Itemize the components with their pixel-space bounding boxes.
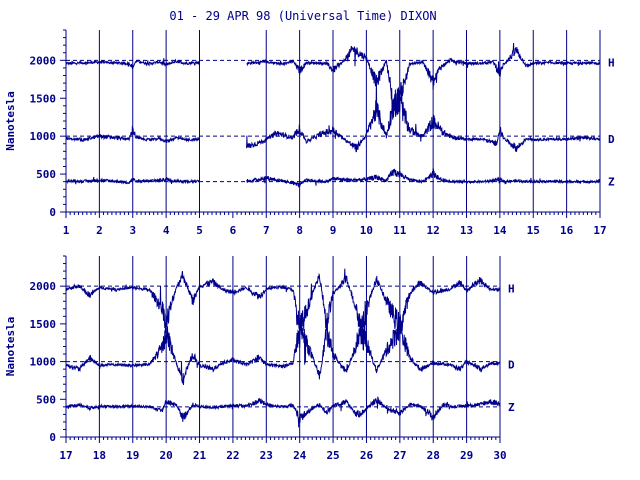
series-line-d: [65, 311, 501, 386]
x-tick-label: 18: [93, 449, 106, 462]
x-tick-label: 15: [527, 224, 540, 237]
x-tick-label: 2: [96, 224, 103, 237]
x-tick-label: 27: [393, 449, 406, 462]
x-tick-label: 23: [260, 449, 273, 462]
x-tick-label: 25: [326, 449, 339, 462]
x-tick-label: 12: [427, 224, 440, 237]
x-tick-label: 22: [226, 449, 239, 462]
x-tick-label: 26: [360, 449, 374, 462]
x-tick-label: 16: [560, 224, 574, 237]
x-tick-label: 3: [129, 224, 136, 237]
y-tick-label: 0: [49, 431, 56, 444]
x-tick-label: 17: [593, 224, 606, 237]
x-tick-label: 30: [493, 449, 506, 462]
x-tick-label: 13: [460, 224, 473, 237]
x-tick-label: 19: [126, 449, 139, 462]
y-tick-label: 1000: [30, 130, 57, 143]
series-line-h: [65, 268, 501, 351]
y-axis-label: Nanotesla: [4, 91, 17, 151]
x-tick-label: 5: [196, 224, 203, 237]
series-line-z: [65, 396, 501, 428]
x-tick-label: 9: [330, 224, 337, 237]
x-tick-label: 8: [296, 224, 303, 237]
x-tick-label: 29: [460, 449, 473, 462]
y-tick-label: 2000: [30, 54, 57, 67]
x-tick-label: 1: [63, 224, 70, 237]
y-tick-label: 500: [36, 393, 56, 406]
series-label-h: H: [608, 57, 615, 70]
chart-title: 01 - 29 APR 98 (Universal Time) DIXON: [169, 9, 436, 23]
panel-bottom: 0 500 1000 1500 2000 17 18 19 20 21 22 23 24 25 26 27 28…: [4, 255, 515, 462]
y-tick-label: 1500: [30, 318, 57, 331]
x-tick-label: 21: [193, 449, 207, 462]
x-tick-label: 6: [230, 224, 237, 237]
x-tick-label: 11: [393, 224, 407, 237]
x-tick-label: 17: [59, 449, 72, 462]
series-line-d: [65, 76, 601, 153]
series-label-z: Z: [608, 176, 615, 189]
series-label-h: H: [508, 282, 515, 295]
x-tick-label: 7: [263, 224, 270, 237]
y-tick-label: 0: [49, 206, 56, 219]
y-tick-label: 1000: [30, 356, 57, 369]
series-line-h: [65, 42, 601, 118]
y-tick-label: 500: [36, 168, 56, 181]
y-axis-label: Nanotesla: [4, 317, 17, 377]
x-tick-label: 14: [493, 224, 507, 237]
y-tick-label: 2000: [30, 280, 57, 293]
y-tick-label: 1500: [30, 92, 57, 105]
x-tick-label: 28: [427, 449, 440, 462]
x-tick-label: 4: [163, 224, 170, 237]
x-tick-label: 10: [360, 224, 373, 237]
series-label-d: D: [508, 359, 515, 372]
series-label-z: Z: [508, 401, 515, 414]
series-label-d: D: [608, 133, 615, 146]
x-tick-label: 24: [293, 449, 307, 462]
x-tick-label: 20: [160, 449, 173, 462]
series-line-z: [65, 168, 601, 189]
